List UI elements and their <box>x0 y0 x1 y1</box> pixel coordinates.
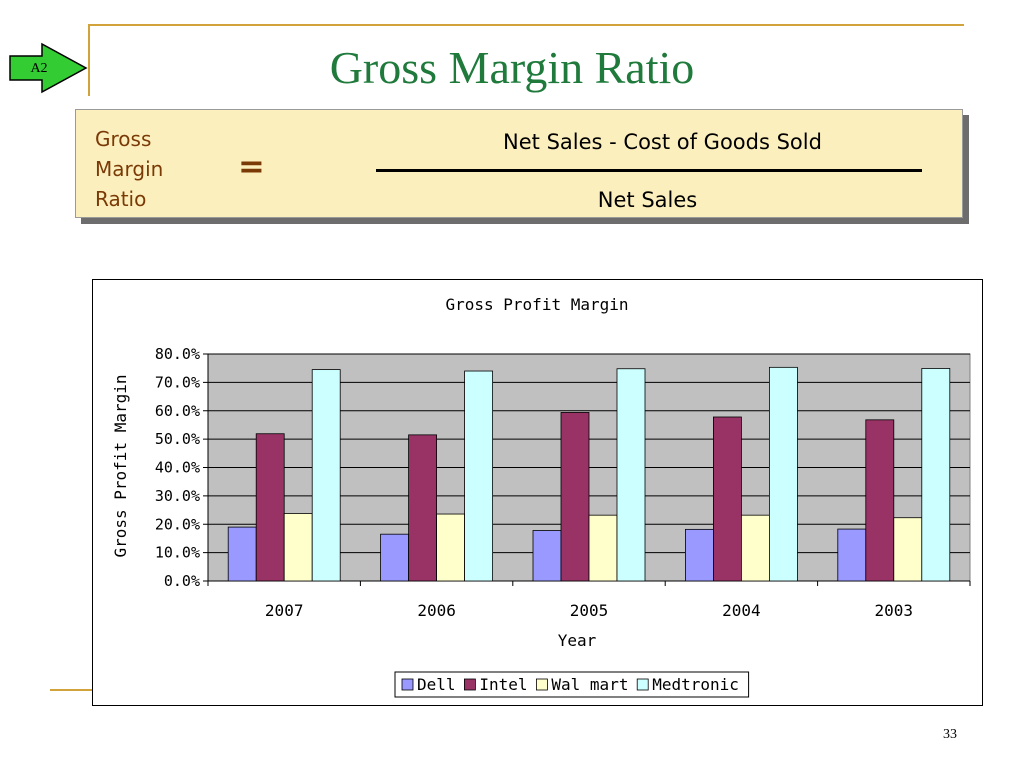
y-tick-label: 20.0% <box>155 515 200 533</box>
formula-label-line-1: Gross <box>95 127 152 151</box>
bar-wal-mart-2005 <box>588 514 618 582</box>
y-tick-label: 0.0% <box>164 572 200 590</box>
page-title: Gross Margin Ratio <box>329 42 695 93</box>
legend-swatch <box>401 678 414 691</box>
formula-numerator: Net Sales - Cost of Goods Sold <box>503 130 822 154</box>
y-tick-label: 30.0% <box>155 487 200 505</box>
bar-wal-mart-2007 <box>283 513 313 582</box>
legend-swatch <box>535 678 548 691</box>
bar-dell-2007 <box>227 526 257 582</box>
legend-label: Wal mart <box>551 675 628 694</box>
x-tick-label: 2004 <box>722 601 761 620</box>
legend-label: Medtronic <box>652 675 739 694</box>
y-tick-label: 10.0% <box>155 544 200 562</box>
y-tick-label: 80.0% <box>155 345 200 363</box>
chart-title: Gross Profit Margin <box>445 295 628 314</box>
legend-box <box>394 671 750 698</box>
formula-label-line-2: Margin <box>95 157 164 181</box>
bar-intel-2005 <box>560 412 590 582</box>
bar-intel-2006 <box>408 434 438 582</box>
bar-medtronic-2005 <box>616 368 646 582</box>
legend-label: Dell <box>417 675 456 694</box>
top-accent-rule <box>88 24 964 26</box>
x-tick-label: 2003 <box>875 601 914 620</box>
bar-wal-mart-2003 <box>893 517 923 582</box>
bar-wal-mart-2004 <box>741 514 770 582</box>
y-tick-label: 40.0% <box>155 459 200 477</box>
formula-label-line-3: Ratio <box>95 187 147 211</box>
bar-medtronic-2004 <box>769 366 798 582</box>
bar-dell-2004 <box>685 528 714 582</box>
bar-intel-2007 <box>255 433 285 582</box>
bar-intel-2004 <box>713 416 742 582</box>
left-accent-rule <box>88 24 90 96</box>
legend-label: Intel <box>479 675 527 694</box>
x-tick-label: 2005 <box>570 601 609 620</box>
formula-denominator: Net Sales <box>597 188 698 212</box>
bar-medtronic-2003 <box>921 368 951 582</box>
gross-profit-margin-chart: Gross Profit Margin Year Gross Profit Ma… <box>111 295 971 698</box>
legend-swatch <box>636 678 649 691</box>
bottom-accent-rule <box>50 689 92 691</box>
x-tick-label: 2007 <box>265 601 304 620</box>
badge-label: A2 <box>30 61 48 76</box>
bar-wal-mart-2006 <box>436 513 466 582</box>
formula-equals-sign: = <box>238 147 265 185</box>
bar-dell-2005 <box>532 530 562 582</box>
arrow-right-icon[interactable] <box>8 42 88 94</box>
formula-box <box>75 109 963 218</box>
x-axis-label: Year <box>558 631 597 650</box>
formula-fraction-bar <box>376 169 922 172</box>
y-tick-label: 50.0% <box>155 430 200 448</box>
y-axis-label: Gross Profit Margin <box>111 374 130 557</box>
x-tick-label: 2006 <box>417 601 456 620</box>
bar-dell-2006 <box>380 533 410 582</box>
bar-medtronic-2007 <box>311 369 341 582</box>
y-tick-label: 60.0% <box>155 402 200 420</box>
y-tick-label: 70.0% <box>155 373 200 391</box>
bar-medtronic-2006 <box>464 370 494 582</box>
page-number: 33 <box>943 727 957 742</box>
legend-swatch <box>463 678 476 691</box>
bar-dell-2003 <box>837 528 867 582</box>
bar-intel-2003 <box>865 419 895 582</box>
